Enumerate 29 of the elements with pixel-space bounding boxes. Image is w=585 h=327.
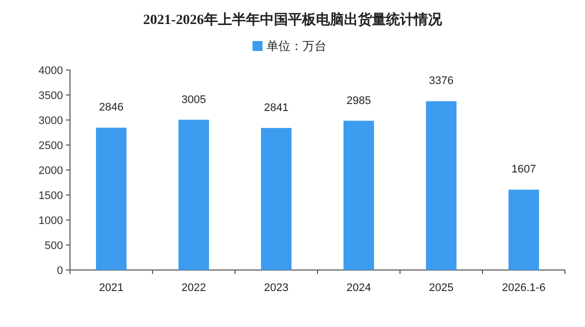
x-tick-label: 2021 [99,282,124,294]
bar [508,190,540,270]
data-label: 2846 [99,102,124,114]
bar [260,128,292,270]
x-tick-label: 2025 [429,282,454,294]
y-tick-label: 1500 [38,190,63,202]
bar [426,101,457,270]
data-label: 1607 [512,164,536,176]
chart-title: 2021-2026年上半年中国平板电脑出货量统计情况 [143,11,443,28]
x-tick-label: 2026.1-6 [502,282,546,294]
data-label: 3376 [429,75,454,88]
y-tick-label: 3500 [38,90,63,102]
data-label: 2985 [346,94,371,107]
y-tick-label: 2000 [38,165,63,177]
data-label: 3005 [182,94,206,106]
y-tick-label: 2500 [38,140,63,152]
y-tick-label: 3000 [38,115,63,127]
y-tick-label: 500 [44,240,63,252]
x-tick-label: 2023 [264,282,288,294]
bar [96,128,127,270]
data-label: 2841 [264,102,288,114]
y-tick-label: 1000 [38,215,63,227]
bar [343,120,374,270]
y-tick-label: 4000 [38,65,63,77]
y-tick-label: 0 [56,265,63,277]
x-tick-label: 2022 [182,282,206,294]
x-tick-label: 2024 [346,282,371,294]
legend-label: 单位：万台 [266,39,326,53]
bar [178,120,210,270]
